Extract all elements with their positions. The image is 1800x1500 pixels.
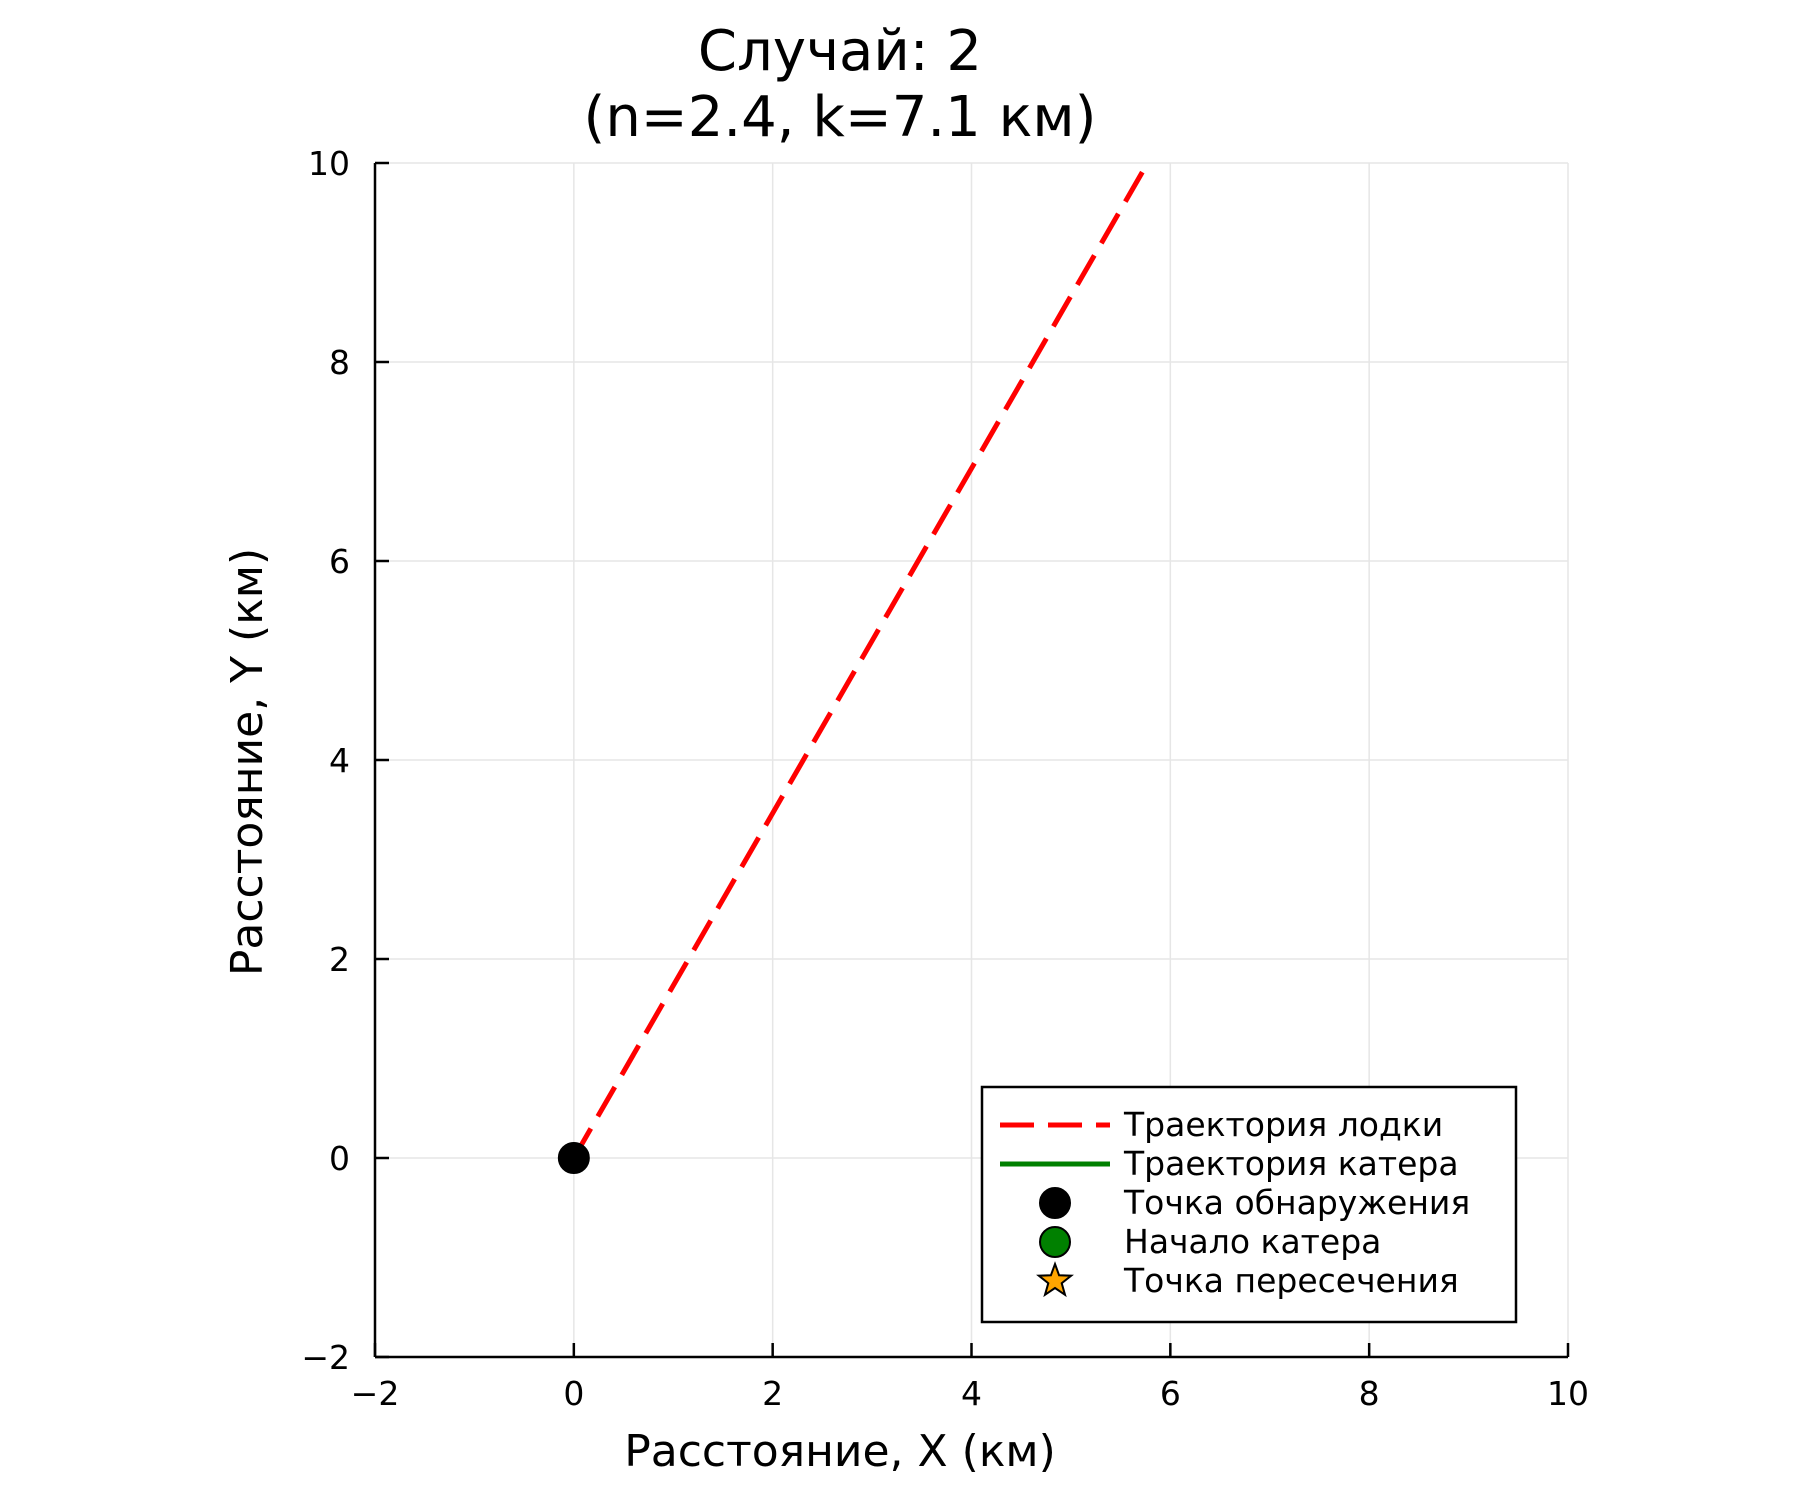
series-point <box>557 1142 590 1174</box>
y-tick-label: −2 <box>301 1338 350 1377</box>
x-tick-label: 0 <box>563 1374 584 1413</box>
grid <box>374 162 1569 1358</box>
x-tick-label: 8 <box>1359 1374 1380 1413</box>
legend-label: Точка обнаружения <box>1123 1183 1470 1222</box>
y-tick-label: 2 <box>329 940 350 979</box>
chart-title: Случай: 2 <box>698 19 982 84</box>
x-tick-label: 6 <box>1160 1374 1181 1413</box>
y-tick-label: 8 <box>329 343 350 382</box>
legend-label: Начало катера <box>1124 1222 1381 1261</box>
chart-subtitle: (n=2.4, k=7.1 км) <box>583 85 1096 150</box>
plot-area <box>557 163 1151 1174</box>
y-tick-label: 4 <box>329 741 350 780</box>
x-tick-label: 4 <box>961 1374 982 1413</box>
series-line <box>571 163 1151 1160</box>
legend-label: Траектория лодки <box>1123 1105 1443 1144</box>
y-tick-label: 10 <box>308 144 350 183</box>
y-tick-label: 0 <box>329 1139 350 1178</box>
legend-star-swatch <box>1036 1261 1074 1298</box>
legend-label: Траектория катера <box>1123 1144 1459 1183</box>
x-tick-label: 10 <box>1547 1374 1589 1413</box>
legend-marker-swatch <box>1039 1187 1071 1219</box>
x-tick-label: 2 <box>762 1374 783 1413</box>
y-tick-label: 6 <box>329 542 350 581</box>
y-axis-label: Расстояние, Y (км) <box>222 548 273 976</box>
x-tick-label: −2 <box>351 1374 400 1413</box>
legend-marker-swatch <box>1039 1226 1071 1258</box>
x-axis-label: Расстояние, X (км) <box>624 1426 1056 1477</box>
ticks: −2 0 2 4 6 8 10 −2 0 2 4 6 8 10 <box>301 144 1589 1413</box>
legend-label: Точка пересечения <box>1123 1261 1459 1300</box>
